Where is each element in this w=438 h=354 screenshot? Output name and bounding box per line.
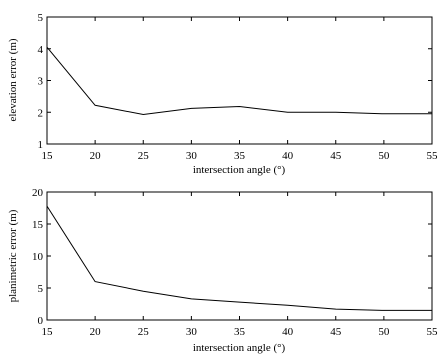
planimetric-y-axis-title: planimetric error (m) (7, 209, 19, 302)
planimetric-x-tick-label: 30 (186, 326, 198, 338)
elevation-x-axis-title: intersection angle (°) (193, 164, 286, 176)
elevation-y-tick-label: 3 (38, 76, 44, 88)
planimetric-x-tick-label: 15 (42, 326, 54, 338)
elevation-plot-frame (46, 16, 433, 145)
elevation-y-tick-label: 1 (38, 139, 44, 151)
elevation-x-tick-label: 55 (427, 150, 438, 162)
planimetric-x-ticks: 15 20 25 30 35 40 45 50 55 (42, 192, 438, 338)
planimetric-x-tick-label: 35 (234, 326, 246, 338)
elevation-x-tick-label: 40 (282, 150, 294, 162)
elevation-x-tick-label: 25 (138, 150, 150, 162)
elevation-error-line (46, 46, 432, 116)
elevation-y-tick-label: 2 (38, 107, 44, 119)
planimetric-x-axis-title: intersection angle (°) (193, 342, 286, 354)
elevation-x-tick-label: 45 (330, 150, 342, 162)
planimetric-error-line (46, 205, 432, 311)
planimetric-x-tick-label: 40 (282, 326, 294, 338)
planimetric-x-tick-label: 25 (138, 326, 150, 338)
elevation-y-ticks: 1 2 3 4 5 (38, 12, 432, 151)
planimetric-y-tick-label: 15 (32, 219, 44, 231)
elevation-x-tick-label: 30 (186, 150, 198, 162)
elevation-x-tick-label: 15 (42, 150, 54, 162)
planimetric-x-tick-label: 50 (378, 326, 390, 338)
planimetric-y-tick-label: 20 (32, 187, 44, 199)
planimetric-x-tick-label: 55 (427, 326, 438, 338)
elevation-x-tick-label: 20 (90, 150, 102, 162)
planimetric-y-tick-label: 5 (38, 283, 44, 295)
planimetric-chart: 15 20 25 30 35 40 45 50 55 0 5 10 15 20 intersection… (7, 187, 438, 354)
planimetric-x-tick-label: 20 (90, 326, 102, 338)
planimetric-y-tick-label: 10 (32, 251, 44, 263)
elevation-x-tick-label: 35 (234, 150, 246, 162)
planimetric-y-tick-label: 0 (38, 315, 44, 327)
planimetric-y-ticks: 0 5 10 15 20 (32, 187, 432, 327)
elevation-y-tick-label: 4 (38, 44, 44, 56)
planimetric-plot-frame (46, 191, 433, 321)
elevation-x-ticks: 15 20 25 30 35 40 45 50 55 (42, 17, 438, 162)
elevation-y-axis-title: elevation error (m) (7, 38, 19, 121)
planimetric-x-tick-label: 45 (330, 326, 342, 338)
elevation-x-tick-label: 50 (378, 150, 390, 162)
elevation-y-tick-label: 5 (38, 12, 44, 24)
